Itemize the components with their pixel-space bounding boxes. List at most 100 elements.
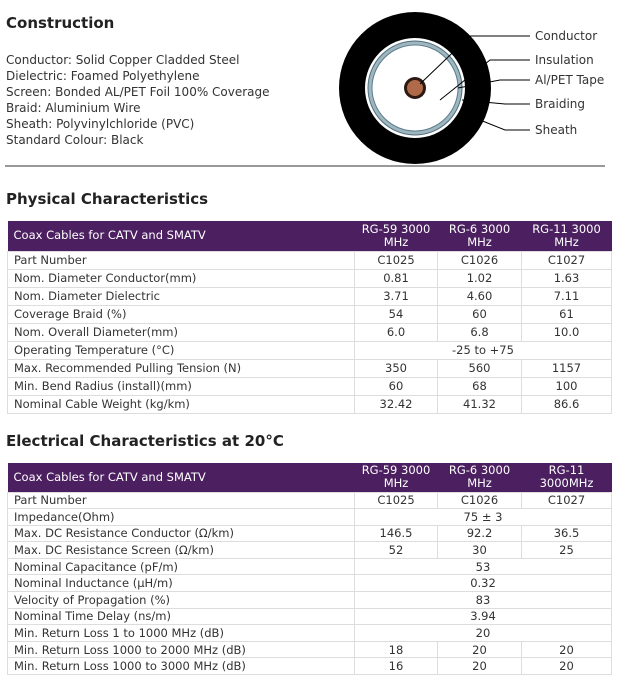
table-cell: 53 bbox=[354, 557, 612, 576]
table-row: Impedance(Ohm) 75 ± 3 bbox=[7, 508, 612, 526]
construction-line: Standard Colour: Black bbox=[6, 133, 144, 147]
table-row: Part Number C1025 C1026 C1027 bbox=[7, 250, 612, 270]
table-cell: 18 bbox=[354, 640, 438, 659]
table-cell: 6.0 bbox=[354, 322, 438, 342]
table-cell: Operating Temperature (°C) bbox=[7, 340, 355, 360]
header-cell: RG-11 3000MHz bbox=[521, 463, 612, 492]
table-row: Nominal Capacitance (pF/m) 53 bbox=[7, 557, 612, 576]
table-row: Coverage Braid (%) 54 60 61 bbox=[7, 304, 612, 324]
table-cell: 54 bbox=[354, 304, 438, 324]
table-row: Min. Return Loss 1 to 1000 MHz (dB) 20 bbox=[7, 624, 612, 642]
table-cell: Part Number bbox=[7, 250, 355, 270]
table-cell: 92.2 bbox=[437, 524, 522, 543]
header-row: Coax Cables for CATV and SMATV RG-59 3000… bbox=[7, 463, 612, 492]
table-cell: 86.6 bbox=[521, 394, 612, 414]
table-cell: 10.0 bbox=[521, 322, 612, 342]
table-cell: 1157 bbox=[521, 358, 612, 378]
construction-line: Sheath: Polyvinylchloride (PVC) bbox=[6, 117, 195, 131]
table-cell: C1026 bbox=[437, 250, 522, 270]
diagram-label: Braiding bbox=[535, 97, 585, 111]
table-cell: C1027 bbox=[521, 250, 612, 270]
table-row: Min. Return Loss 1000 to 3000 MHz (dB) 16… bbox=[7, 657, 612, 676]
table-cell: Nom. Diameter Conductor(mm) bbox=[7, 268, 355, 288]
table-row: Min. Return Loss 1000 to 2000 MHz (dB) 18… bbox=[7, 640, 612, 659]
table-cell: Max. DC Resistance Screen (Ω/km) bbox=[7, 541, 355, 559]
physical-table: Coax Cables for CATV and SMATV RG-59 3000… bbox=[7, 221, 612, 414]
table-cell: 350 bbox=[354, 358, 438, 378]
construction-line: Dielectric: Foamed Polyethylene bbox=[6, 69, 200, 83]
table-cell: 32.42 bbox=[354, 394, 438, 414]
table-row: Min. Bend Radius (install)(mm) 60 68 100 bbox=[7, 376, 612, 396]
table-row: Nominal Time Delay (ns/m) 3.94 bbox=[7, 607, 612, 626]
table-cell: 30 bbox=[437, 541, 522, 559]
table-cell: 68 bbox=[437, 376, 522, 396]
construction-line: Braid: Aluminium Wire bbox=[6, 101, 141, 115]
table-cell: Nominal Capacitance (pF/m) bbox=[7, 557, 355, 576]
table-cell: 1.02 bbox=[437, 268, 522, 288]
table-cell: 41.32 bbox=[437, 394, 522, 414]
construction-line: Screen: Bonded AL/PET Foil 100% Coverage bbox=[6, 85, 270, 99]
diagram-label: Insulation bbox=[535, 53, 594, 67]
electrical-table: Coax Cables for CATV and SMATV RG-59 3000… bbox=[7, 463, 612, 676]
table-cell: 560 bbox=[437, 358, 522, 378]
table-cell: 20 bbox=[521, 657, 612, 676]
table-cell: 0.32 bbox=[354, 574, 612, 593]
table-cell: Max. Recommended Pulling Tension (N) bbox=[7, 358, 355, 378]
table-cell: Min. Bend Radius (install)(mm) bbox=[7, 376, 355, 396]
table-cell: Min. Return Loss 1000 to 3000 MHz (dB) bbox=[7, 657, 355, 676]
section-title: Construction bbox=[6, 14, 115, 32]
table-cell: 4.60 bbox=[437, 286, 522, 306]
table-cell: 20 bbox=[437, 640, 522, 659]
table-row: Nom. Diameter Dielectric 3.71 4.60 7.11 bbox=[7, 286, 612, 306]
table-row: Nom. Overall Diameter(mm) 6.0 6.8 10.0 bbox=[7, 322, 612, 342]
table-cell: -25 to +75 bbox=[354, 340, 612, 360]
table-cell: 52 bbox=[354, 541, 438, 559]
table-row: Nominal Cable Weight (kg/km) 32.42 41.32 86… bbox=[7, 394, 612, 414]
table-cell: Part Number bbox=[7, 491, 355, 510]
table-cell: Min. Return Loss 1 to 1000 MHz (dB) bbox=[7, 624, 355, 642]
header-row: Coax Cables for CATV and SMATV RG-59 3000… bbox=[7, 221, 612, 251]
table-row: Nom. Diameter Conductor(mm) 0.81 1.02 1.63 bbox=[7, 268, 612, 288]
diagram-label: Sheath bbox=[535, 123, 577, 137]
table-cell: Nominal Cable Weight (kg/km) bbox=[7, 394, 355, 414]
table-cell: 25 bbox=[521, 541, 612, 559]
table-cell: 36.5 bbox=[521, 524, 612, 543]
table-row: Nominal Inductance (µH/m) 0.32 bbox=[7, 574, 612, 593]
header-cell: RG-11 3000 MHz bbox=[521, 221, 612, 251]
table-cell: Max. DC Resistance Conductor (Ω/km) bbox=[7, 524, 355, 543]
table-cell: 0.81 bbox=[354, 268, 438, 288]
header-cell: RG-59 3000 MHz bbox=[354, 463, 438, 492]
table-cell: Velocity of Propagation (%) bbox=[7, 591, 355, 609]
table-cell: 100 bbox=[521, 376, 612, 396]
diagram-label: Conductor bbox=[535, 29, 597, 43]
header-cell: Coax Cables for CATV and SMATV bbox=[7, 221, 355, 251]
table-cell: 60 bbox=[437, 304, 522, 324]
table-cell: C1026 bbox=[437, 491, 522, 510]
table-cell: Coverage Braid (%) bbox=[7, 304, 355, 324]
diagram-label: Al/PET Tape bbox=[535, 73, 604, 87]
construction-list: Conductor: Solid Copper Cladded Steel Die… bbox=[6, 52, 270, 148]
table-row: Max. Recommended Pulling Tension (N) 350 5… bbox=[7, 358, 612, 378]
table-cell: C1025 bbox=[354, 491, 438, 510]
table-cell: 75 ± 3 bbox=[354, 508, 612, 526]
table-cell: Impedance(Ohm) bbox=[7, 508, 355, 526]
header-cell: Coax Cables for CATV and SMATV bbox=[7, 463, 355, 492]
table-row: Velocity of Propagation (%) 83 bbox=[7, 591, 612, 609]
table-cell: 6.8 bbox=[437, 322, 522, 342]
header-cell: RG-59 3000 MHz bbox=[354, 221, 438, 251]
table-cell: Nominal Time Delay (ns/m) bbox=[7, 607, 355, 626]
table-cell: 146.5 bbox=[354, 524, 438, 543]
table-cell: 61 bbox=[521, 304, 612, 324]
table-cell: 83 bbox=[354, 591, 612, 609]
table-row: Part Number C1025 C1026 C1027 bbox=[7, 491, 612, 510]
table-cell: 1.63 bbox=[521, 268, 612, 288]
table-cell: 3.94 bbox=[354, 607, 612, 626]
table-row: Operating Temperature (°C) -25 to +75 bbox=[7, 340, 612, 360]
header-cell: RG-6 3000 MHz bbox=[437, 463, 522, 492]
table-row: Max. DC Resistance Screen (Ω/km) 52 30 25 bbox=[7, 541, 612, 559]
section-title: Electrical Characteristics at 20°C bbox=[6, 432, 284, 450]
table-cell: Nominal Inductance (µH/m) bbox=[7, 574, 355, 593]
table-cell: 3.71 bbox=[354, 286, 438, 306]
table-cell: 60 bbox=[354, 376, 438, 396]
